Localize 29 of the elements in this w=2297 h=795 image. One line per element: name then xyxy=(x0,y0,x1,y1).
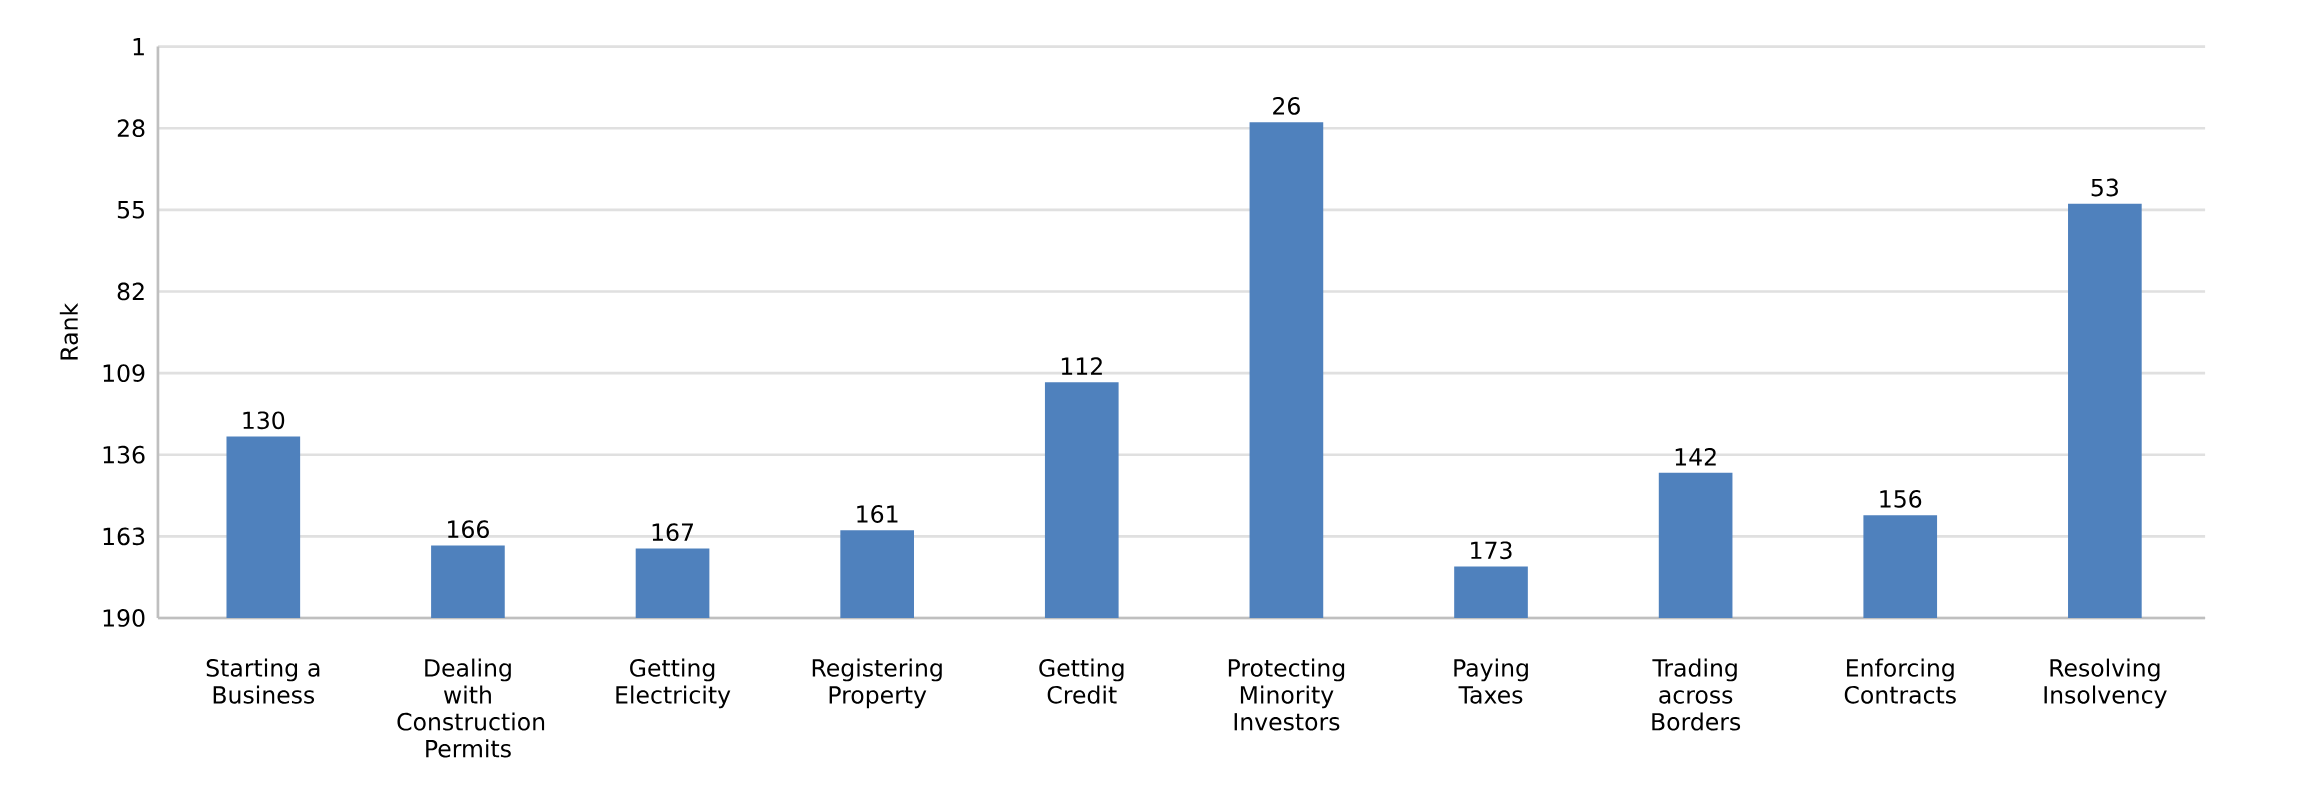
x-tick-label: Starting a Business xyxy=(206,658,320,704)
y-tick-label: 136 xyxy=(103,445,145,464)
x-tick-label: Registering Property xyxy=(812,658,942,709)
y-tick-label: 190 xyxy=(103,609,145,627)
data-label: 26 xyxy=(1273,96,1300,115)
data-label: 161 xyxy=(857,505,898,523)
y-tick-label: 28 xyxy=(117,119,145,138)
x-tick-label: Trading across Borders xyxy=(1652,658,1741,731)
data-label: 53 xyxy=(2091,178,2118,197)
y-tick-label: 1 xyxy=(133,38,144,56)
x-tick-label: Getting Credit xyxy=(1039,658,1124,704)
x-tick-label: Dealing with Construction Permits xyxy=(397,658,545,758)
data-label: 142 xyxy=(1675,447,1716,466)
data-label: 130 xyxy=(243,411,285,430)
x-tick-label: Resolving Insolvency xyxy=(2044,658,2167,709)
y-axis-title: Rank xyxy=(59,302,78,360)
y-tick-label: 109 xyxy=(103,364,145,382)
data-label: 112 xyxy=(1061,357,1102,375)
x-tick-label: Enforcing Contracts xyxy=(1844,658,1956,704)
x-tick-label: Paying Taxes xyxy=(1454,658,1528,704)
data-label: 173 xyxy=(1471,541,1512,560)
data-label: 156 xyxy=(1880,489,1922,508)
data-label: 166 xyxy=(448,520,489,538)
data-label: 167 xyxy=(652,523,693,542)
y-tick-label: 163 xyxy=(103,527,145,546)
y-tick-label: 55 xyxy=(117,201,144,219)
x-tick-label: Getting Electricity xyxy=(616,658,731,709)
x-tick-label: Protecting Minority Investors xyxy=(1228,658,1345,731)
y-tick-label: 82 xyxy=(117,282,144,301)
